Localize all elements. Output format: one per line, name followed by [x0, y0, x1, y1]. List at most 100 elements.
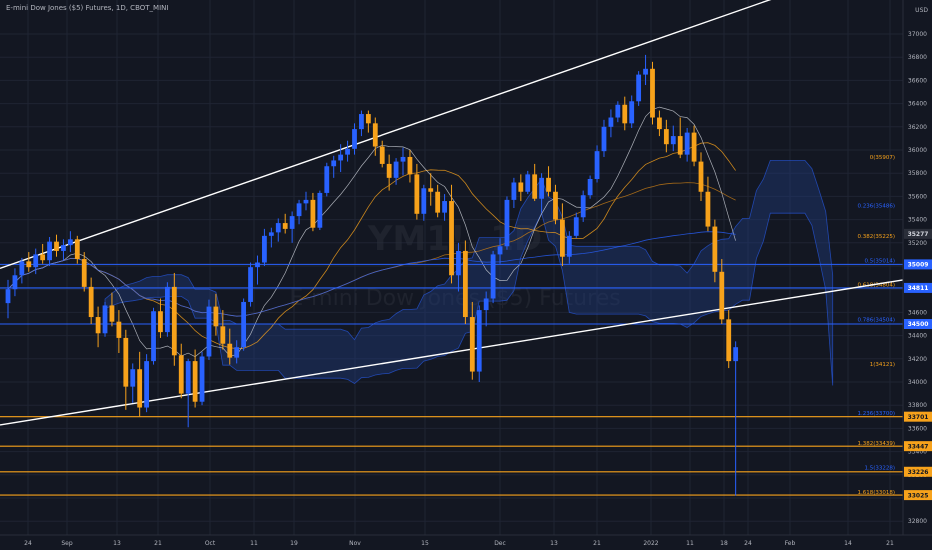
watermark-symbol: YM1!, 1D	[367, 219, 542, 259]
candle-body	[331, 160, 337, 167]
candle-body	[178, 355, 184, 394]
candle-body	[303, 199, 309, 204]
y-tick-label: 34600	[908, 309, 927, 316]
currency-label: USD	[915, 7, 928, 14]
candle-body	[345, 148, 350, 155]
price-badge	[904, 319, 932, 329]
candle-body	[608, 117, 614, 127]
price-badge-label: 33025	[908, 492, 929, 499]
candle-body	[435, 191, 441, 213]
candle-body	[691, 132, 697, 162]
candle-body	[553, 191, 558, 220]
x-tick-label: 14	[844, 540, 852, 547]
candle-body	[490, 254, 496, 299]
candle-body	[19, 261, 25, 276]
candle-body	[677, 136, 683, 155]
y-tick-label: 35600	[908, 193, 927, 200]
candle-body	[352, 129, 357, 149]
channel-lower-line	[0, 279, 904, 426]
y-tick-label: 36200	[908, 124, 927, 131]
y-tick-label: 36400	[908, 101, 927, 108]
price-badge-label: 34811	[908, 285, 929, 292]
candle-body	[61, 245, 66, 251]
price-badge-label: 33701	[908, 414, 929, 421]
y-tick-label: 35400	[908, 217, 927, 224]
candle-body	[511, 182, 517, 200]
candle-body	[296, 203, 302, 217]
candle-body	[539, 177, 545, 199]
candle-body	[220, 326, 226, 344]
fib-level-label: 0.5(35014)	[864, 258, 895, 264]
x-tick-label: 21	[154, 540, 162, 547]
candle-body	[192, 361, 198, 402]
candle-body	[518, 182, 524, 192]
candle-body	[456, 250, 461, 276]
x-tick-label: 15	[421, 540, 429, 547]
candle-body	[719, 271, 725, 320]
price-badge	[904, 282, 932, 293]
x-tick-label: 24	[24, 540, 32, 547]
candle-body	[213, 306, 219, 327]
candle-body	[594, 151, 600, 179]
candle-body	[525, 174, 531, 192]
candle-body	[109, 305, 115, 322]
candle-body	[81, 259, 87, 287]
moving-average-9	[7, 106, 736, 358]
fib-level-label: 0.786(34504)	[857, 318, 895, 324]
candles	[5, 54, 739, 496]
candle-body	[67, 239, 73, 246]
candle-body	[12, 275, 18, 290]
fib-level-label: 1.618(33018)	[857, 490, 895, 496]
x-tick-label: 2022	[643, 540, 658, 547]
price-badge	[904, 259, 932, 270]
candle-body	[137, 369, 143, 408]
x-tick-label: 18	[720, 540, 728, 547]
candle-body	[428, 188, 434, 192]
y-tick-label: 36800	[908, 54, 927, 61]
price-badge-label: 35277	[908, 231, 929, 238]
price-badge	[904, 411, 932, 422]
x-tick-label: Feb	[785, 540, 796, 547]
candle-body	[26, 261, 32, 268]
candle-body	[255, 262, 260, 268]
candle-body	[282, 223, 288, 229]
candle-body	[338, 154, 344, 161]
x-tick-label: 13	[113, 540, 121, 547]
candle-body	[684, 132, 690, 155]
x-tick-label: Dec	[494, 540, 506, 547]
candle-body	[379, 146, 385, 164]
candle-body	[40, 254, 46, 261]
candle-body	[289, 216, 295, 229]
candle-body	[206, 306, 212, 357]
candle-body	[151, 311, 156, 362]
y-tick-label: 34000	[908, 379, 927, 386]
price-badge-label: 33226	[908, 469, 929, 476]
candle-body	[400, 156, 406, 162]
candle-body	[442, 201, 447, 213]
y-tick-label: 35800	[908, 170, 927, 177]
fib-level-label: 0.236(35486)	[857, 204, 895, 210]
candle-body	[262, 235, 267, 263]
candle-body	[407, 156, 413, 175]
candle-body	[705, 191, 711, 227]
candle-body	[317, 192, 323, 228]
candle-body	[615, 104, 621, 118]
x-tick-label: 24	[744, 540, 752, 547]
time-axis	[0, 535, 932, 550]
y-tick-label: 35200	[908, 240, 927, 247]
y-tick-label: 34200	[908, 356, 927, 363]
candle-body	[636, 74, 642, 102]
y-tick-label: 36600	[908, 77, 927, 84]
candle-body	[144, 361, 149, 408]
candle-body	[268, 232, 274, 236]
fib-level-label: 1.382(33439)	[857, 441, 895, 447]
fib-level-label: 0(35907)	[870, 155, 895, 161]
candle-body	[234, 347, 240, 358]
candle-body	[248, 267, 253, 302]
candle-body	[629, 101, 635, 124]
candle-body	[5, 289, 11, 304]
price-badge-label: 35009	[908, 262, 929, 269]
candle-body	[663, 129, 669, 145]
candle-body	[497, 246, 503, 255]
